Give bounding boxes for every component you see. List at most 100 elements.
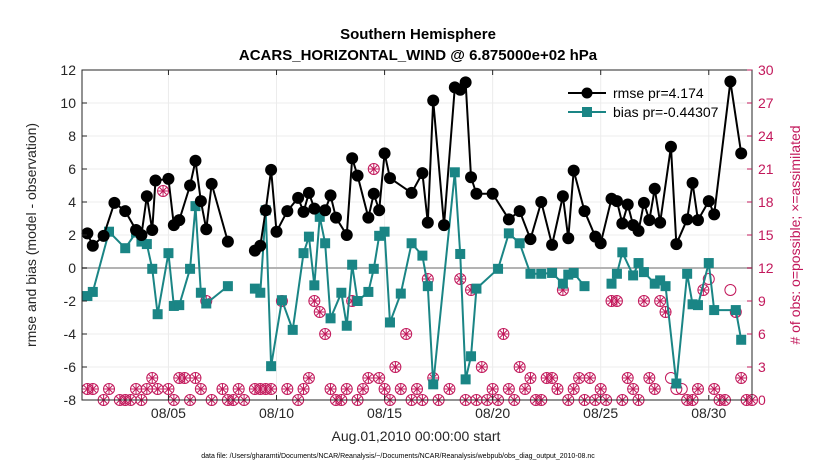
bias-point — [309, 280, 320, 291]
rmse-point — [421, 216, 434, 229]
assimilated-obs-point — [309, 296, 320, 306]
rmse-point — [205, 177, 218, 190]
bias-point — [174, 300, 185, 311]
rmse-series — [81, 75, 748, 257]
rmse-point — [329, 211, 342, 224]
assimilated-obs-point — [547, 373, 558, 383]
bias-point — [168, 300, 179, 311]
bias-point — [557, 278, 568, 289]
rmse-point — [149, 174, 162, 187]
bias-point — [222, 281, 233, 292]
y-right-tick-label: 21 — [758, 161, 774, 177]
possible-obs-point — [146, 372, 159, 384]
y-tick-label: 8 — [68, 128, 76, 144]
possible-obs-point — [319, 328, 332, 340]
bias-point — [185, 263, 196, 274]
chart-title: Southern Hemisphere — [340, 26, 496, 43]
rmse-point — [594, 237, 607, 250]
x-axis-label: Aug.01,2010 00:00:00 start — [332, 428, 501, 444]
rmse-point — [297, 205, 310, 218]
y-right-tick-label: 27 — [758, 95, 774, 111]
assimilated-obs-point — [638, 296, 649, 306]
assimilated-obs-point — [374, 373, 385, 383]
bias-point — [579, 281, 590, 292]
y-right-tick-label: 30 — [758, 62, 774, 78]
bias-point — [606, 278, 617, 289]
legend-rmse-label: rmse pr=4.174 — [613, 85, 704, 101]
possible-obs-point — [724, 284, 737, 296]
assimilated-obs-point — [325, 384, 336, 394]
possible-obs-point — [627, 383, 640, 395]
bias-point — [136, 236, 147, 247]
bias-point — [703, 258, 714, 269]
y-tick-label: -8 — [64, 392, 77, 408]
possible-obs-point — [702, 273, 715, 285]
legend: rmse pr=4.174 bias pr=-0.44307 — [568, 85, 719, 120]
bias-point — [611, 268, 622, 279]
y-right-tick-label: 9 — [758, 293, 766, 309]
possible-obs-point — [189, 372, 202, 384]
bias-point — [455, 248, 466, 259]
assimilated-obs-point — [644, 373, 655, 383]
bias-point — [671, 378, 682, 389]
assimilated-obs-point — [363, 373, 374, 383]
assimilated-obs-point — [622, 373, 633, 383]
rmse-point — [459, 76, 472, 89]
y-axis-label-right: # of obs: o=possible; ×=assimilated — [787, 125, 803, 344]
bias-point — [336, 287, 347, 298]
assimilated-obs-point — [141, 384, 152, 394]
rmse-point — [184, 179, 197, 192]
x-tick-label: 08/25 — [583, 405, 618, 421]
assimilated-obs-point — [282, 384, 293, 394]
bias-point — [395, 288, 406, 299]
assimilated-obs-point — [341, 384, 352, 394]
rmse-point — [502, 213, 515, 226]
rmse-point — [173, 214, 186, 227]
possible-obs-point — [367, 163, 380, 175]
y-right-tick-label: 24 — [758, 128, 774, 144]
bias-point — [617, 247, 628, 258]
rmse-point — [162, 172, 175, 185]
bias-point — [471, 283, 482, 294]
rmse-point — [362, 211, 375, 224]
assimilated-obs-point — [649, 384, 660, 394]
assimilated-obs-point — [611, 296, 622, 306]
rmse-point — [691, 214, 704, 227]
bias-point — [87, 286, 98, 297]
bias-point — [514, 238, 525, 249]
rmse-point — [254, 239, 267, 252]
rmse-point — [637, 196, 650, 209]
rmse-point — [81, 227, 94, 240]
possible-obs-point — [216, 383, 229, 395]
bias-point — [493, 263, 504, 274]
possible-obs-point — [373, 372, 386, 384]
assimilated-obs-point — [368, 164, 379, 174]
bias-point — [563, 269, 574, 280]
bias-point — [287, 324, 298, 335]
y-tick-label: 10 — [60, 95, 76, 111]
bias-point — [736, 334, 747, 345]
assimilated-obs-point — [395, 384, 406, 394]
possible-obs-point — [297, 383, 310, 395]
assimilated-obs-point — [487, 384, 498, 394]
rmse-point — [108, 196, 121, 209]
bias-point — [460, 374, 471, 385]
rmse-point — [616, 217, 629, 230]
assimilated-obs-point — [514, 362, 525, 372]
rmse-point — [373, 204, 386, 217]
rmse-point — [546, 238, 559, 251]
possible-obs-point — [567, 383, 580, 395]
rmse-point — [194, 195, 207, 208]
bias-point — [368, 263, 379, 274]
rmse-point — [259, 204, 272, 217]
bias-point — [428, 379, 439, 390]
y-tick-label: 0 — [68, 260, 76, 276]
rmse-point — [578, 205, 591, 218]
assimilated-obs-point — [179, 373, 190, 383]
possible-obs-point — [708, 383, 721, 395]
rmse-point — [632, 224, 645, 237]
bias-point — [82, 291, 93, 302]
possible-obs-point — [735, 372, 748, 384]
bias-point — [276, 295, 287, 306]
bias-point — [379, 226, 390, 237]
